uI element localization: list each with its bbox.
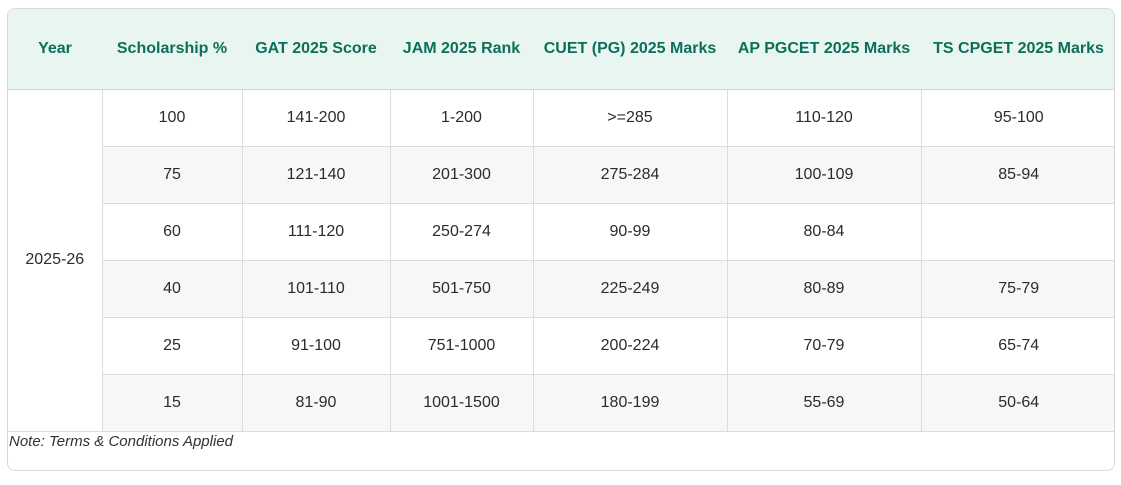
table-cell: 50-64 [920, 374, 1114, 432]
table-row: 40 101-110 501-750 225-249 80-89 75-79 [8, 260, 1114, 318]
table-row: 60 111-120 250-274 90-99 80-84 [8, 203, 1114, 261]
table-cell: 225-249 [532, 260, 727, 318]
table-cell: 111-120 [241, 203, 390, 261]
table-row: 15 81-90 1001-1500 180-199 55-69 50-64 [8, 374, 1114, 432]
table-cell: 100-109 [726, 146, 921, 204]
table-cell: 15 [101, 374, 242, 432]
table-cell: 70-79 [726, 317, 921, 375]
table-body: 2025-26 100 141-200 1-200 >=285 110-120 95-100… [8, 89, 1114, 432]
table-cell: 91-100 [241, 317, 390, 375]
table-row: 25 91-100 751-1000 200-224 70-79 65-74 [8, 317, 1114, 375]
table-cell: 80-89 [726, 260, 921, 318]
table-cell: 101-110 [241, 260, 390, 318]
header-jam: JAM 2025 Rank [390, 9, 533, 90]
year-cell: 2025-26 [8, 89, 102, 432]
table-cell: 95-100 [920, 89, 1114, 147]
header-cuet: CUET (PG) 2025 Marks [533, 9, 727, 90]
table-cell: 75-79 [920, 260, 1114, 318]
header-ts-cpget: TS CPGET 2025 Marks [921, 9, 1114, 90]
table-cell: 1-200 [389, 89, 533, 147]
header-gat: GAT 2025 Score [242, 9, 390, 90]
table-cell: 55-69 [726, 374, 921, 432]
table-cell: 501-750 [389, 260, 533, 318]
table-cell: 40 [101, 260, 242, 318]
table-cell: 81-90 [241, 374, 390, 432]
header-scholarship: Scholarship % [102, 9, 242, 90]
table-row: 2025-26 100 141-200 1-200 >=285 110-120 95-100 [8, 89, 1114, 432]
table-cell: 75 [101, 146, 242, 204]
table-row: 75 121-140 201-300 275-284 100-109 85-94 [8, 146, 1114, 204]
table-cell: 80-84 [726, 203, 921, 261]
table-cell: 110-120 [726, 89, 921, 147]
table-cell: 25 [101, 317, 242, 375]
table-cell: 100 [101, 89, 242, 147]
table-cell: 85-94 [920, 146, 1114, 204]
table-cell: 1001-1500 [389, 374, 533, 432]
header-ap-pgcet: AP PGCET 2025 Marks [727, 9, 921, 90]
table-cell: 275-284 [532, 146, 727, 204]
table-cell: 60 [101, 203, 242, 261]
table-cell: >=285 [532, 89, 727, 147]
header-year: Year [8, 9, 102, 90]
table-cell: 180-199 [532, 374, 727, 432]
scholarship-table: Year Scholarship % GAT 2025 Score JAM 20… [8, 9, 1114, 432]
scholarship-table-card: Year Scholarship % GAT 2025 Score JAM 20… [7, 8, 1115, 471]
table-cell: 250-274 [389, 203, 533, 261]
table-cell: 751-1000 [389, 317, 533, 375]
table-cell: 121-140 [241, 146, 390, 204]
table-cell: 200-224 [532, 317, 727, 375]
terms-note: Note: Terms & Conditions Applied [9, 433, 234, 450]
table-cell: 201-300 [389, 146, 533, 204]
table-cell: 141-200 [241, 89, 390, 147]
table-header-row: Year Scholarship % GAT 2025 Score JAM 20… [8, 9, 1114, 90]
table-cell: 90-99 [532, 203, 727, 261]
table-cell: 65-74 [920, 317, 1114, 375]
table-cell [920, 203, 1114, 261]
